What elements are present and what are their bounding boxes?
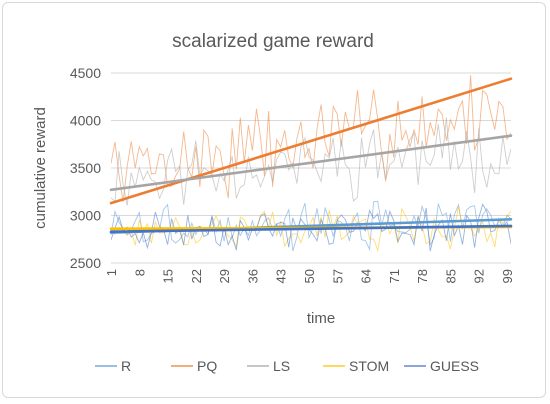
y-tick-label: 3000 [70,208,101,224]
trendlines [109,77,513,234]
x-tick-label: 71 [387,269,402,283]
series-line-ls [111,117,511,206]
chart-svg: scalarized game reward 2500 3000 3500 4000 4… [32,31,515,374]
x-tick-label: 29 [217,269,232,283]
y-tick-label: 4500 [70,65,101,81]
x-tick-label: 43 [274,269,289,283]
x-tick-label: 8 [132,269,147,276]
x-tick-label: 99 [500,269,515,283]
legend: R PQ LS STOM GUESS [95,358,479,374]
legend-label-stom: STOM [349,358,389,374]
y-tick-labels: 2500 3000 3500 4000 4500 [70,65,101,271]
x-tick-label: 50 [302,269,317,283]
legend-label-guess: GUESS [430,358,479,374]
y-tick-label: 3500 [70,160,101,176]
legend-label-pq: PQ [197,358,217,374]
x-tick-label: 1 [104,269,119,276]
legend-label-ls: LS [273,358,290,374]
x-tick-label: 92 [472,269,487,283]
trendline-pq [109,77,513,205]
x-tick-label: 78 [415,269,430,283]
x-tick-label: 15 [161,269,176,283]
x-tick-label: 85 [443,269,458,283]
x-axis-label: time [307,310,335,327]
x-tick-label: 64 [359,269,374,283]
series-line-stom [111,206,511,253]
y-tick-label: 2500 [70,255,101,271]
trendline-guess [109,224,513,233]
y-axis-label: cumulative reward [32,107,49,229]
legend-label-r: R [121,358,131,374]
y-tick-label: 4000 [70,113,101,129]
x-tick-label: 57 [330,269,345,283]
chart-title: scalarized game reward [172,31,374,52]
x-tick-labels: 1 8 15 22 29 36 43 50 57 64 71 78 85 92 99 [104,269,515,283]
x-tick-label: 36 [245,269,260,283]
x-tick-label: 22 [189,269,204,283]
chart-frame: scalarized game reward 2500 3000 3500 4000 4… [2,2,546,398]
series-line-r [111,200,511,252]
trendline-ls [109,134,513,192]
